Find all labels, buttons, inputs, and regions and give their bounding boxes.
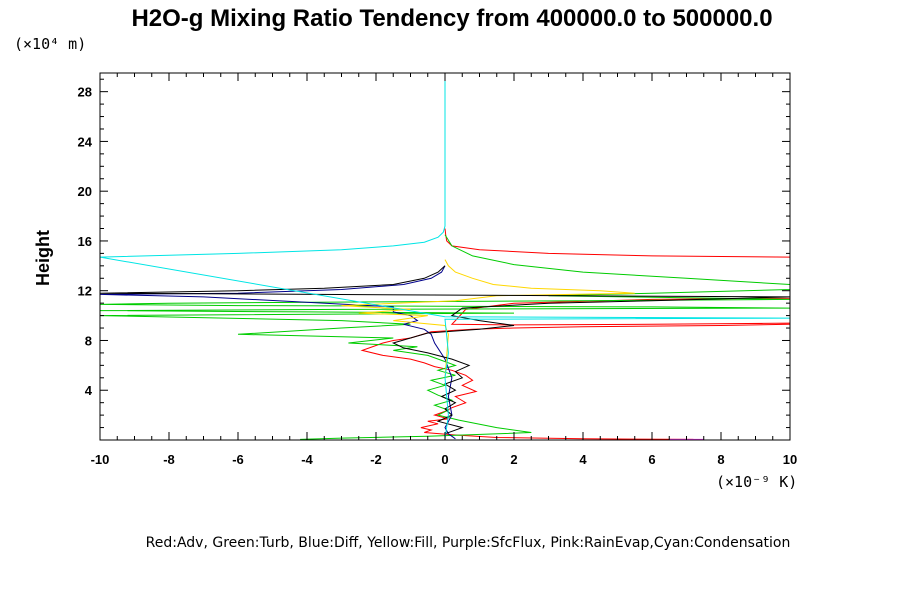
x-axis-unit: (×10⁻⁹ K): [716, 473, 797, 491]
y-tick-label: 12: [78, 284, 92, 299]
x-tick-label: 0: [441, 452, 448, 467]
legend-caption: Red:Adv, Green:Turb, Blue:Diff, Yellow:F…: [146, 535, 791, 551]
series-line-diff: [100, 265, 456, 440]
chart-title: H2O-g Mixing Ratio Tendency from 400000.…: [131, 5, 772, 32]
series-layer: [100, 73, 790, 440]
y-tick-label: 4: [85, 383, 93, 398]
x-tick-label: -8: [163, 452, 175, 467]
series-line-adv: [360, 228, 790, 440]
y-tick-label: 24: [78, 134, 93, 149]
series-line-fill: [341, 259, 635, 378]
x-tick-label: -10: [91, 452, 110, 467]
y-tick-label: 28: [78, 85, 92, 100]
series-line-black: [100, 265, 790, 435]
x-tick-label: 2: [510, 452, 517, 467]
y-axis-label: Height: [33, 230, 53, 286]
y-tick-label: 8: [85, 333, 92, 348]
series-line-condensation: [100, 73, 790, 439]
y-axis-unit: (×10⁴ m): [14, 35, 86, 53]
x-tick-label: -6: [232, 452, 244, 467]
x-tick-label: 4: [579, 452, 587, 467]
x-tick-label: 8: [717, 452, 724, 467]
x-tick-label: -4: [301, 452, 313, 467]
y-tick-label: 16: [78, 234, 92, 249]
x-tick-label: 10: [783, 452, 797, 467]
x-tick-label: -2: [370, 452, 382, 467]
series-line-turb: [100, 234, 790, 440]
y-tick-label: 20: [78, 184, 92, 199]
x-tick-label: 6: [648, 452, 655, 467]
